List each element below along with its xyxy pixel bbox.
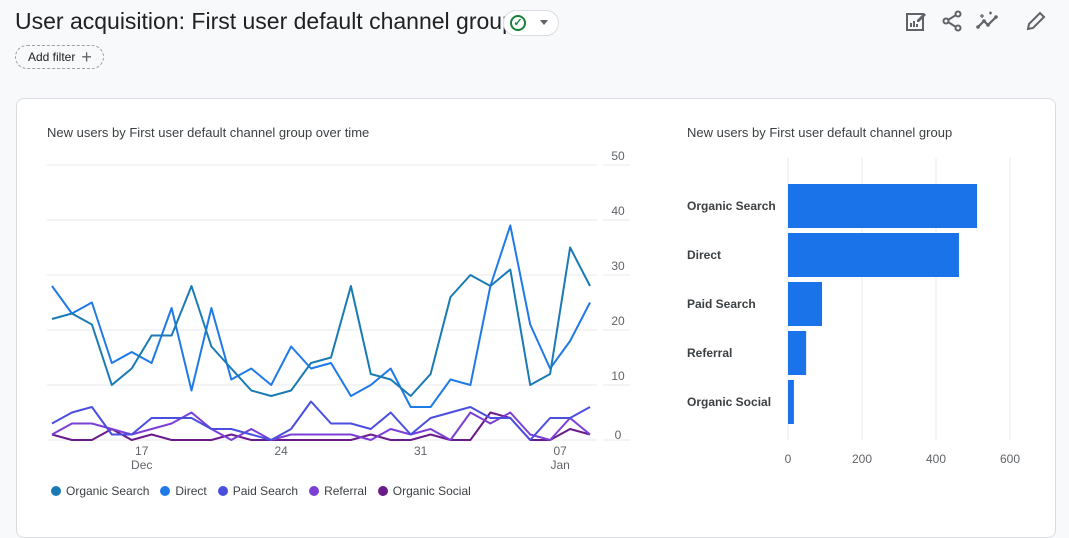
customize-report-icon[interactable]: [903, 8, 929, 34]
legend-item[interactable]: Direct: [160, 484, 207, 498]
series-line-organic-social: [51, 411, 591, 441]
check-circle-icon: ✓: [510, 15, 526, 31]
bar-chart-title: New users by First user default channel …: [687, 125, 953, 140]
y-tick-label: 20: [611, 314, 625, 328]
legend-label: Organic Social: [392, 484, 471, 498]
x-tick-label: 17: [135, 444, 149, 458]
y-tick-label: 50: [611, 149, 625, 163]
plus-icon: +: [81, 46, 92, 67]
x-tick-sublabel: Jan: [550, 458, 569, 472]
line-chart-legend: Organic Search Direct Paid Search Referral O…: [51, 484, 471, 498]
y-tick-label: 40: [611, 204, 625, 218]
legend-item[interactable]: Paid Search: [217, 484, 299, 498]
insights-icon[interactable]: [975, 8, 1001, 34]
series-line-direct: [51, 224, 591, 408]
add-filter-button[interactable]: Add filter +: [15, 45, 104, 69]
y-tick-label: 0: [615, 428, 622, 442]
share-icon[interactable]: [939, 8, 965, 34]
legend-dot-icon: [377, 486, 388, 496]
legend-dot-icon: [51, 486, 61, 496]
page-title: User acquisition: First user default cha…: [15, 8, 515, 34]
legend-label: Referral: [324, 484, 367, 498]
data-quality-dropdown[interactable]: ✓: [503, 10, 559, 36]
y-tick-label: 10: [611, 369, 625, 383]
y-tick-label: 30: [611, 259, 625, 273]
add-filter-label: Add filter: [28, 49, 76, 64]
toolbar: [903, 8, 1049, 34]
legend-dot-icon: [217, 486, 228, 496]
x-tick-sublabel: Dec: [131, 458, 152, 472]
series-line-organic-search: [51, 246, 591, 397]
x-tick-label: 31: [414, 444, 428, 458]
series-line-referral: [51, 411, 591, 441]
legend-dot-icon: [309, 486, 320, 496]
legend-label: Organic Search: [66, 484, 150, 498]
legend-label: Paid Search: [232, 484, 299, 498]
series-line-paid-search: [51, 400, 591, 441]
chevron-down-icon: [540, 20, 548, 25]
x-tick-label: 24: [275, 444, 289, 458]
legend-label: Direct: [175, 484, 207, 498]
legend-item[interactable]: Organic Social: [377, 484, 471, 498]
legend-dot-icon: [160, 486, 171, 496]
edit-icon[interactable]: [1023, 8, 1049, 34]
report-card: [16, 98, 1056, 538]
legend-item[interactable]: Organic Search: [51, 484, 149, 498]
line-chart-title: New users by First user default channel …: [47, 125, 370, 140]
x-tick-label: 07: [553, 444, 567, 458]
legend-item[interactable]: Referral: [309, 484, 367, 498]
